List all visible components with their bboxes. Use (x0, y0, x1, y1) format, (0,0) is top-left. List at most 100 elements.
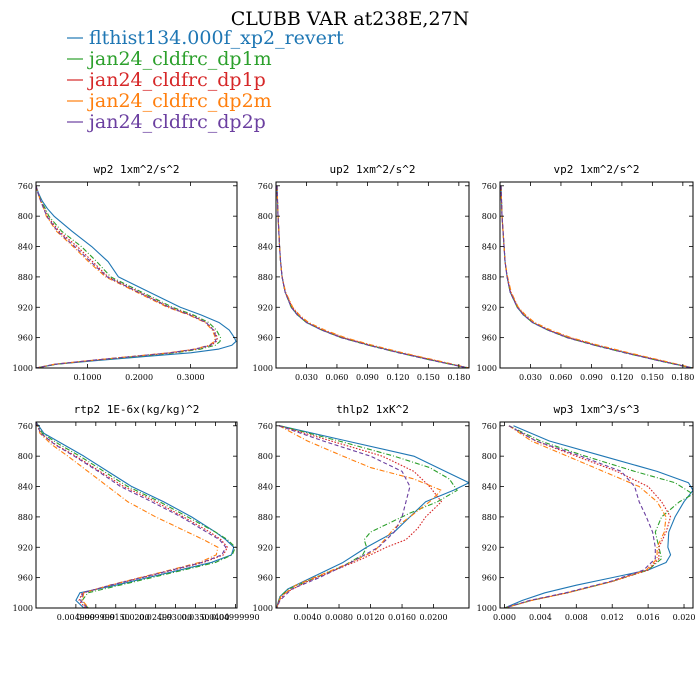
y-tick-label: 1000 (253, 364, 273, 373)
y-tick-label: 840 (482, 483, 497, 492)
panel-title: up2 1xm^2/s^2 (329, 163, 415, 176)
x-tick-label: 0.030 (295, 373, 318, 382)
x-tick-label: 0.2000 (125, 373, 153, 382)
panel-2: up2 1xm^2/s^2 760 800 840 880 920 960 1000 0.030… (253, 163, 471, 382)
panel-4: rtp2 1E-6x(kg/kg)^2 760 800 840 880 920 960 100… (13, 403, 260, 622)
panels: wp2 1xm^2/s^2 760 800 840 880 920 960 1000 0.100… (13, 163, 696, 622)
y-tick-label: 760 (18, 422, 33, 431)
y-tick-label: 840 (18, 243, 33, 252)
series-line-2 (276, 425, 458, 608)
x-tick-label: 0.02499 (139, 613, 172, 622)
series-line-4 (36, 422, 219, 608)
y-tick-label: 840 (258, 243, 273, 252)
x-tick-label: 0.0160 (388, 613, 416, 622)
x-tick-label: 0.000 (493, 613, 516, 622)
legend-label: flthist134.000f_xp2_revert (89, 27, 344, 49)
series-line-4 (276, 185, 469, 368)
y-tick-label: 840 (18, 483, 33, 492)
legend-label: jan24_cldfrc_dp2p (87, 111, 266, 133)
y-tick-label: 920 (258, 543, 273, 552)
x-tick-label: 0.150 (417, 373, 440, 382)
y-tick-label: 1000 (477, 604, 497, 613)
x-tick-label: 0.0200 (122, 613, 150, 622)
y-tick-label: 880 (258, 273, 273, 282)
x-tick-label: 0.0400 (201, 613, 229, 622)
y-tick-label: 880 (18, 513, 33, 522)
series-line-3 (276, 185, 469, 368)
panel-1: wp2 1xm^2/s^2 760 800 840 880 920 960 1000 0.100… (13, 163, 238, 382)
x-tick-label: 0.060 (549, 373, 572, 382)
series-line-1 (504, 425, 693, 608)
series-line-2 (504, 425, 693, 608)
panel-title: rtp2 1E-6x(kg/kg)^2 (74, 403, 200, 416)
y-tick-label: 760 (482, 182, 497, 191)
series-group (504, 425, 693, 608)
x-tick-label: 0.004999 (57, 613, 95, 622)
y-tick-label: 960 (18, 574, 33, 583)
y-tick-label: 800 (482, 452, 497, 461)
series-line-1 (276, 185, 469, 368)
series-group (500, 185, 693, 368)
panel-title: thlp2 1xK^2 (336, 403, 409, 416)
x-tick-label: 0.012 (601, 613, 624, 622)
x-tick-label: 0.0200 (420, 613, 448, 622)
x-tick-label: 0.009999 (77, 613, 115, 622)
series-line-2 (276, 185, 469, 368)
plot-frame (35, 421, 238, 609)
x-tick-label: 0.0120 (357, 613, 385, 622)
series-line-2 (36, 185, 222, 368)
legend-label: jan24_cldfrc_dp1p (87, 69, 266, 91)
figure-title: CLUBB VAR at238E,27N (231, 8, 470, 30)
legend-label: jan24_cldfrc_dp1m (87, 48, 272, 70)
series-line-2 (36, 422, 236, 608)
x-tick-label: 0.180 (447, 373, 470, 382)
series-line-5 (36, 185, 217, 368)
x-tick-label: 0.060 (325, 373, 348, 382)
y-tick-label: 1000 (253, 604, 273, 613)
series-group (276, 425, 469, 608)
x-tick-label: 0.0040 (294, 613, 322, 622)
series-line-4 (276, 425, 442, 608)
y-tick-label: 1000 (13, 604, 33, 613)
plot-frame (275, 421, 470, 609)
legend-entry: jan24_cldfrc_dp2m (67, 90, 272, 112)
legend-label: jan24_cldfrc_dp2m (87, 90, 272, 112)
series-line-4 (500, 185, 693, 368)
y-tick-label: 840 (258, 483, 273, 492)
y-tick-label: 760 (258, 422, 273, 431)
series-line-5 (500, 185, 693, 368)
y-tick-label: 960 (258, 574, 273, 583)
y-tick-label: 760 (482, 422, 497, 431)
legend-entry: flthist134.000f_xp2_revert (67, 27, 344, 49)
y-tick-label: 960 (482, 334, 497, 343)
panel-3: vp2 1xm^2/s^2 760 800 840 880 920 960 1000 0.030… (477, 163, 695, 382)
y-tick-label: 960 (258, 334, 273, 343)
y-tick-label: 920 (482, 543, 497, 552)
plot-frame (499, 421, 694, 609)
x-tick-label: 0.0080 (325, 613, 353, 622)
panel-6: wp3 1xm^3/s^3 760 800 840 880 920 960 10000.000… (477, 403, 696, 622)
y-tick-label: 880 (258, 513, 273, 522)
x-tick-label: 0.120 (610, 373, 633, 382)
y-tick-label: 800 (18, 212, 33, 221)
series-line-3 (276, 425, 442, 608)
y-tick-label: 920 (258, 303, 273, 312)
legend-entry: jan24_cldfrc_dp1m (67, 48, 272, 70)
plot-frame (35, 181, 238, 369)
x-tick-label: 0.04999990 (211, 613, 259, 622)
panel-title: wp2 1xm^2/s^2 (93, 163, 179, 176)
series-line-4 (504, 425, 667, 608)
series-line-5 (504, 425, 656, 608)
plot-frame (275, 181, 470, 369)
y-tick-label: 880 (482, 513, 497, 522)
y-tick-label: 960 (482, 574, 497, 583)
y-tick-label: 760 (258, 182, 273, 191)
x-tick-label: 0.180 (671, 373, 694, 382)
y-tick-label: 800 (18, 452, 33, 461)
y-tick-label: 880 (18, 273, 33, 282)
legend: flthist134.000f_xp2_revertjan24_cldfrc_d… (67, 27, 344, 133)
panel-title: wp3 1xm^3/s^3 (553, 403, 639, 416)
x-tick-label: 0.008 (565, 613, 588, 622)
plot-frame (499, 181, 694, 369)
